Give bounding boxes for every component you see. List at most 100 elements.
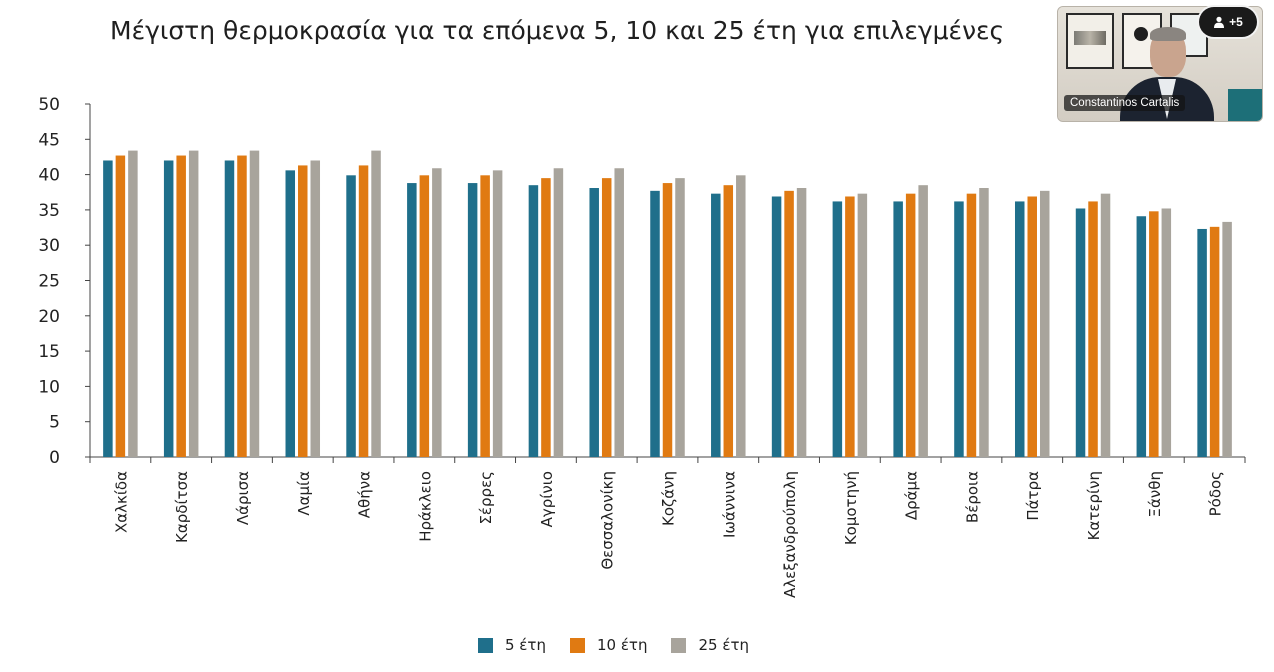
bar-25-years [918, 185, 928, 457]
x-tick-label: Κομοτηνή [842, 471, 860, 545]
bar-10-years [1149, 211, 1159, 457]
bar-10-years [723, 185, 734, 457]
bar-25-years [432, 168, 442, 457]
x-tick-label: Βέροια [963, 471, 981, 523]
bar-5-years [1197, 228, 1207, 457]
bar-5-years [528, 185, 539, 457]
x-tick-label: Καρδίτσα [173, 471, 191, 543]
x-tick-label: Λάρισα [234, 471, 252, 525]
bar-25-years [1161, 208, 1172, 457]
bar-5-years [650, 190, 660, 457]
bar-25-years [614, 168, 624, 457]
bar-25-years [1100, 193, 1111, 457]
y-tick-label: 40 [38, 166, 60, 186]
x-tick-label: Κοζάνη [660, 471, 678, 526]
chart-legend: 5 έτη 10 έτη 25 έτη [478, 636, 749, 654]
y-tick-label: 35 [38, 201, 60, 221]
bar-5-years [163, 160, 174, 458]
participants-count-button[interactable]: +5 [1199, 7, 1257, 37]
bar-5-years [1075, 208, 1086, 457]
bar-10-years [601, 178, 612, 457]
legend-swatch-25 [671, 637, 687, 653]
bar-10-years [480, 175, 490, 457]
legend-swatch-10 [569, 637, 585, 653]
bar-5-years [711, 193, 721, 457]
bar-5-years [589, 188, 599, 457]
y-tick-label: 0 [49, 448, 60, 468]
bar-25-years [371, 150, 381, 457]
bar-5-years [832, 201, 843, 457]
wall-picture [1066, 13, 1114, 69]
x-tick-label: Κατερίνη [1085, 471, 1103, 540]
chair [1228, 89, 1262, 121]
bar-25-years [1039, 190, 1050, 457]
bar-10-years [419, 175, 430, 457]
legend-label: 5 έτη [505, 636, 546, 654]
bar-10-years [966, 193, 977, 457]
x-tick-label: Αλεξανδρούπολη [781, 471, 799, 598]
x-tick-label: Θεσσαλονίκη [599, 471, 617, 570]
bar-5-years [103, 160, 113, 458]
bar-5-years [1136, 216, 1147, 457]
x-tick-label: Πάτρα [1024, 471, 1042, 521]
y-tick-label: 25 [38, 272, 60, 292]
bar-25-years [796, 188, 807, 457]
bar-10-years [1209, 226, 1220, 457]
bar-10-years [237, 155, 247, 458]
bar-10-years [298, 165, 308, 458]
x-tick-label: Σέρρες [477, 471, 495, 525]
participant-name-label: Constantinos Cartalis [1064, 95, 1186, 111]
bar-5-years [285, 170, 296, 458]
bar-25-years [188, 150, 199, 457]
participants-count: +5 [1229, 15, 1243, 29]
bar-5-years [407, 183, 417, 457]
bar-10-years [541, 178, 551, 457]
y-tick-label: 20 [38, 307, 60, 327]
bar-25-years [128, 150, 138, 457]
x-tick-label: Λαμία [295, 471, 313, 516]
x-tick-label: Αγρίνιο [538, 471, 556, 527]
x-tick-label: Δράμα [903, 471, 921, 520]
legend-item-5: 5 έτη [478, 636, 546, 654]
legend-item-25: 25 έτη [671, 636, 749, 654]
chart-title: Μέγιστη θερμοκρασία για τα επόμενα 5, 10… [110, 16, 1005, 45]
y-tick-label: 5 [49, 413, 60, 433]
participant-hair [1150, 27, 1186, 41]
bar-10-years [845, 196, 855, 458]
person-icon [1214, 16, 1225, 28]
bar-10-years [358, 165, 369, 458]
bar-25-years [553, 168, 564, 457]
bar-10-years [1088, 201, 1098, 457]
bar-25-years [492, 170, 503, 458]
bar-25-years [1222, 221, 1232, 457]
x-tick-label: Ρόδος [1207, 471, 1225, 516]
y-tick-label: 15 [38, 342, 60, 362]
bar-10-years [1027, 196, 1037, 458]
x-tick-label: Ηράκλειο [416, 471, 434, 542]
x-tick-label: Αθήνα [356, 471, 374, 518]
bar-5-years [346, 175, 356, 457]
bar-10-years [662, 183, 673, 457]
bar-10-years [784, 190, 794, 457]
bar-5-years [771, 196, 782, 458]
y-tick-label: 50 [38, 95, 60, 115]
y-tick-label: 30 [38, 236, 60, 256]
legend-label: 10 έτη [596, 636, 648, 654]
bar-25-years [310, 160, 321, 458]
bar-25-years [979, 188, 989, 457]
bar-10-years [176, 155, 186, 458]
bar-5-years [224, 160, 235, 458]
bar-5-years [893, 201, 903, 457]
x-tick-label: Ιωάννινα [720, 471, 738, 538]
y-tick-label: 45 [38, 130, 60, 150]
bar-5-years [954, 201, 964, 457]
bar-5-years [1014, 201, 1025, 457]
x-tick-label: Ξάνθη [1146, 471, 1164, 517]
bar-10-years [905, 193, 916, 457]
bar-25-years [675, 178, 685, 457]
bar-5-years [467, 183, 478, 457]
bar-25-years [249, 150, 260, 457]
y-tick-label: 10 [38, 377, 60, 397]
legend-swatch-5 [478, 637, 493, 653]
